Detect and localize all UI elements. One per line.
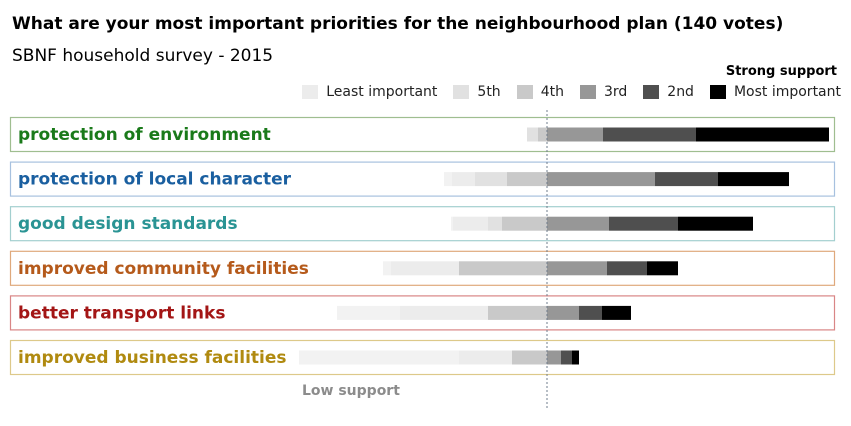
bar-segment [400, 305, 488, 320]
low-support-label: Low support [302, 383, 400, 399]
legend-item-least-important: Least important [302, 84, 437, 100]
row-box [9, 295, 836, 331]
legend-item-3rd: 3rd [579, 84, 628, 100]
legend-label: 2nd [667, 84, 694, 100]
bar-segment [488, 305, 547, 320]
bar-segment [655, 172, 718, 187]
bar-segment [451, 216, 453, 231]
chart-subtitle: SBNF household survey - 2015 [12, 46, 274, 66]
bar-segment [602, 305, 631, 320]
bar-segment [547, 172, 655, 187]
legend: Least important 5th 4th 3rd 2nd Most imp… [286, 84, 841, 100]
bar-segment [547, 350, 561, 365]
bar-segment [547, 305, 579, 320]
bar-segment [452, 172, 475, 187]
bar-segment [547, 261, 607, 276]
category-label: good design standards [18, 214, 238, 234]
bar-segment [579, 305, 602, 320]
bar-segment [561, 350, 572, 365]
legend-swatch [302, 85, 319, 99]
bar-segment [475, 172, 507, 187]
category-label: protection of local character [18, 170, 292, 190]
bar-segment [391, 261, 459, 276]
legend-swatch [516, 85, 533, 99]
bar-segment [538, 127, 547, 142]
bar-segment [502, 216, 547, 231]
legend-item-2nd: 2nd [643, 84, 694, 100]
bar-segment [512, 350, 547, 365]
legend-swatch [579, 85, 596, 99]
legend-label: 3rd [603, 84, 628, 100]
bar-segment [453, 216, 488, 231]
bar-segment [603, 127, 696, 142]
bar-segment [547, 127, 603, 142]
bar-segment [507, 172, 547, 187]
row-box [9, 206, 836, 242]
legend-label: Most important [733, 84, 841, 100]
bar-segment [678, 216, 753, 231]
bar-segment [718, 172, 789, 187]
legend-item-5th: 5th [453, 84, 501, 100]
category-label: improved community facilities [18, 259, 309, 279]
bar-segment [696, 127, 829, 142]
chart-title: What are your most important priorities … [12, 14, 784, 34]
bar-segment [547, 216, 609, 231]
legend-swatch [643, 85, 660, 99]
bar-segment [299, 350, 459, 365]
row-box [9, 250, 836, 286]
category-label: improved business facilities [18, 348, 287, 368]
bar-segment [337, 305, 400, 320]
row-box [9, 116, 836, 153]
bar-segment [607, 261, 647, 276]
bar-segment [459, 350, 512, 365]
bar-segment [609, 216, 678, 231]
bar-segment [444, 172, 452, 187]
legend-item-4th: 4th [516, 84, 564, 100]
row-box [9, 161, 836, 197]
bar-segment [572, 350, 579, 365]
legend-item-most-important: Most important [709, 84, 841, 100]
bar-segment [527, 127, 538, 142]
row-box [9, 339, 836, 376]
bar-segment [647, 261, 678, 276]
legend-swatch [709, 85, 726, 99]
legend-swatch [453, 85, 470, 99]
category-label: protection of environment [18, 125, 271, 145]
legend-label: 5th [477, 84, 501, 100]
bar-segment [383, 261, 391, 276]
bar-segment [488, 216, 502, 231]
legend-label: 4th [540, 84, 564, 100]
bar-segment [459, 261, 547, 276]
category-label: better transport links [18, 303, 225, 323]
strong-support-label: Strong support [725, 64, 837, 79]
legend-label: Least important [326, 84, 438, 100]
